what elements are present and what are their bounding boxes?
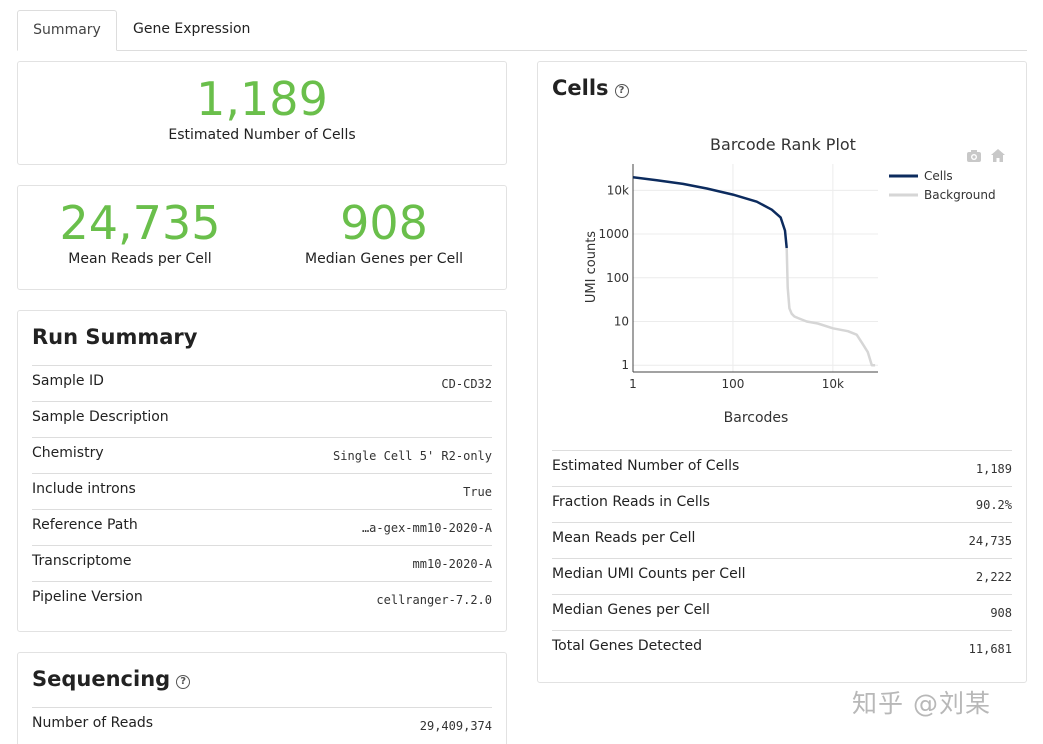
x-tick-label: 10k	[822, 377, 844, 391]
y-tick-label: 1000	[598, 227, 629, 241]
run-summary-row-value: Single Cell 5' R2-only	[333, 449, 492, 463]
estimated-cells-value: 1,189	[196, 72, 328, 126]
run-summary-row-key: Chemistry	[32, 445, 104, 461]
run-summary-row-value: cellranger-7.2.0	[376, 593, 492, 607]
run-summary-row-key: Reference Path	[32, 517, 138, 533]
cells-row: Median Genes per Cell 908	[552, 594, 1012, 630]
estimated-cells-label: Estimated Number of Cells	[168, 127, 356, 143]
cells-row-value: 11,681	[968, 642, 1012, 656]
mean-reads-label: Mean Reads per Cell	[68, 251, 212, 267]
run-summary-row: Reference Path …a-gex-mm10-2020-A	[32, 509, 492, 545]
run-summary-row-value: mm10-2020-A	[412, 557, 492, 571]
cells-row: Median UMI Counts per Cell 2,222	[552, 558, 1012, 594]
cells-row-key: Estimated Number of Cells	[552, 458, 740, 474]
chart-ylabel: UMI counts	[584, 231, 599, 303]
chart-xlabel: Barcodes	[724, 410, 789, 426]
y-tick-label: 1	[621, 358, 629, 372]
cells-row-value: 908	[990, 606, 1012, 620]
home-icon[interactable]	[991, 149, 1005, 162]
plot-area: 1 100 10k 1 10 100 1000 10k	[598, 164, 878, 391]
median-genes-value: 908	[340, 196, 428, 250]
run-summary-title: Run Summary	[32, 325, 198, 349]
sequencing-card: Sequencing? Number of Reads 29,409,374	[17, 652, 507, 744]
camera-icon[interactable]	[967, 150, 981, 162]
cells-row-value: 24,735	[968, 534, 1012, 548]
cells-row-key: Median UMI Counts per Cell	[552, 566, 746, 582]
estimated-cells-card: 1,189 Estimated Number of Cells	[17, 61, 507, 165]
sequencing-row-key: Number of Reads	[32, 715, 154, 731]
cells-row-value: 90.2%	[975, 498, 1012, 512]
legend-background-label: Background	[924, 188, 996, 202]
cells-help-icon[interactable]: ?	[614, 83, 629, 98]
watermark: 知乎 @刘某	[852, 689, 991, 718]
run-summary-row: Sample ID CD-CD32	[32, 365, 492, 401]
cells-row-key: Total Genes Detected	[552, 638, 703, 654]
sequencing-heading: Sequencing?	[32, 667, 191, 691]
reads-genes-card: 24,735 Mean Reads per Cell 908 Median Ge…	[17, 185, 507, 290]
run-summary-row: Include introns True	[32, 473, 492, 509]
run-summary-row-key: Sample ID	[32, 373, 104, 389]
cells-row: Total Genes Detected 11,681	[552, 630, 1012, 666]
chart-legend: Cells Background	[889, 169, 996, 202]
mean-reads-value: 24,735	[59, 196, 221, 250]
cells-row: Estimated Number of Cells 1,189	[552, 450, 1012, 486]
cells-heading: Cells?	[552, 76, 629, 100]
run-summary-row: Transcriptome mm10-2020-A	[32, 545, 492, 581]
run-summary-row-value: CD-CD32	[441, 377, 492, 391]
chart-title: Barcode Rank Plot	[710, 135, 856, 154]
cells-row-value: 1,189	[975, 462, 1012, 476]
run-summary-row-key: Include introns	[32, 481, 136, 497]
y-tick-label: 100	[606, 271, 629, 285]
y-tick-label: 10	[614, 315, 629, 329]
run-summary-card: Run Summary Sample ID CD-CD32 Sample Descr…	[17, 310, 507, 632]
run-summary-row: Pipeline Version cellranger-7.2.0	[32, 581, 492, 617]
y-tick-label: 10k	[607, 183, 629, 197]
cells-row-value: 2,222	[975, 570, 1012, 584]
run-summary-row-key: Sample Description	[32, 409, 169, 425]
cells-title: Cells	[552, 76, 609, 100]
run-summary-row-key: Transcriptome	[32, 553, 132, 569]
sequencing-help-icon[interactable]: ?	[176, 674, 191, 689]
legend-cells-label: Cells	[924, 169, 953, 183]
sequencing-row-value: 29,409,374	[419, 719, 492, 733]
cells-row-key: Fraction Reads in Cells	[552, 494, 710, 510]
x-tick-label: 1	[629, 377, 637, 391]
tab-bar: Summary Gene Expression	[17, 10, 1027, 51]
cells-row: Fraction Reads in Cells 90.2%	[552, 486, 1012, 522]
sequencing-title: Sequencing	[32, 667, 171, 691]
run-summary-row: Sample Description	[32, 401, 492, 437]
run-summary-row-value: …a-gex-mm10-2020-A	[361, 521, 492, 535]
run-summary-row-key: Pipeline Version	[32, 589, 143, 605]
cells-row: Mean Reads per Cell 24,735	[552, 522, 1012, 558]
background-series-line	[785, 247, 876, 367]
x-tick-label: 100	[721, 377, 744, 391]
cells-card: Cells? Barcode Rank Plot Cells Backgroun…	[537, 61, 1027, 683]
run-summary-row: Chemistry Single Cell 5' R2-only	[32, 437, 492, 473]
cells-series-line	[632, 175, 788, 249]
cells-row-key: Mean Reads per Cell	[552, 530, 696, 546]
median-genes-label: Median Genes per Cell	[305, 251, 463, 267]
run-summary-row-value: True	[463, 485, 492, 499]
barcode-rank-plot: Barcode Rank Plot Cells Background 1 100 1…	[584, 135, 1005, 426]
tab-summary[interactable]: Summary	[17, 10, 117, 51]
cells-row-key: Median Genes per Cell	[552, 602, 710, 618]
tab-gene-expression[interactable]: Gene Expression	[133, 21, 251, 37]
sequencing-row: Number of Reads 29,409,374	[32, 707, 492, 743]
